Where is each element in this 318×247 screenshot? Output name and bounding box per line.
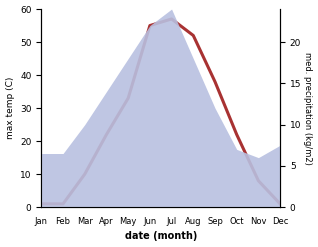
Y-axis label: med. precipitation (kg/m2): med. precipitation (kg/m2) bbox=[303, 52, 313, 165]
X-axis label: date (month): date (month) bbox=[125, 231, 197, 242]
Y-axis label: max temp (C): max temp (C) bbox=[5, 77, 15, 139]
